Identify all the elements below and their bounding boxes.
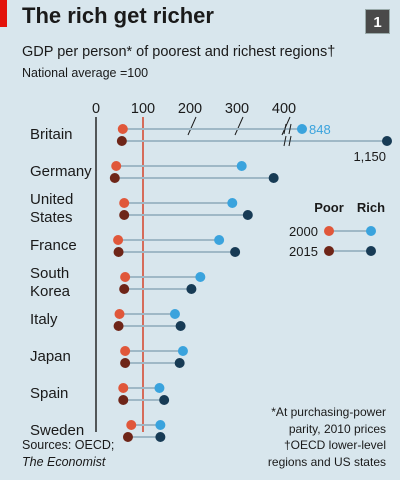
legend-rich-dot-2015: [366, 246, 376, 256]
category-label: Germany: [30, 163, 92, 180]
rich-2015-dot: [155, 432, 166, 442]
x-tick-label: 0: [92, 101, 100, 117]
legend-year-2015: 2015: [289, 244, 318, 259]
category-label: United: [30, 191, 73, 208]
chart-subtitle: GDP per person* of poorest and richest r…: [22, 44, 336, 60]
axis-break-mark: [288, 135, 292, 147]
x-tick-mark: [187, 116, 197, 136]
axis-break-mark: [283, 135, 287, 147]
category-label: Sweden: [30, 422, 84, 439]
accent-bar: [0, 0, 7, 27]
poor-2015-dot: [109, 173, 120, 183]
footnote-line-4: regions and US states: [267, 454, 386, 469]
source-publication: The Economist: [22, 455, 106, 469]
legend-poor-dot-2000: [324, 226, 334, 236]
rich-2000-dot: [227, 198, 238, 208]
poor-2015-dot: [119, 210, 130, 220]
rich-2015-dot: [230, 247, 241, 257]
chart-title: The rich get richer: [22, 3, 214, 28]
x-tick-label: 100: [131, 101, 155, 117]
poor-2000-dot: [120, 272, 131, 282]
poor-2015-dot: [113, 247, 124, 257]
footnote: *At purchasing-power parity, 2010 prices…: [268, 404, 386, 470]
rich-2000-dot: [154, 383, 165, 393]
footnote-line-2: parity, 2010 prices: [288, 421, 386, 436]
rich-2000-dot: [169, 309, 180, 319]
rich-2015-dot: [174, 358, 185, 368]
legend-year-2000: 2000: [289, 224, 318, 239]
footnote-line-3: †OECD lower-level: [283, 438, 386, 452]
rich-2000-dot: [155, 420, 166, 430]
poor-2015-dot: [119, 284, 130, 294]
poor-2015-dot: [118, 395, 129, 405]
legend-poor-dot-2015: [324, 246, 334, 256]
category-label: France: [30, 237, 77, 254]
axis-break-mark: [288, 123, 292, 135]
poor-2000-dot: [113, 235, 124, 245]
chart-number-badge: 1: [365, 9, 390, 34]
x-tick-mark: [234, 116, 244, 136]
footnote-line-1: *At purchasing-power: [271, 405, 386, 419]
rich-2000-dot: [236, 161, 247, 171]
category-label: Korea: [30, 283, 71, 300]
value-label-britain-rich-2015: 1,150: [353, 149, 386, 164]
source-prefix: Sources: OECD;: [22, 438, 115, 452]
poor-2015-dot: [113, 321, 124, 331]
poor-2000-dot: [118, 383, 129, 393]
poor-2000-dot: [111, 161, 122, 171]
poor-2000-dot: [126, 420, 137, 430]
x-tick-label: 300: [225, 101, 249, 117]
rich-2000-dot: [297, 124, 307, 134]
category-label: South: [30, 265, 69, 282]
rich-2000-dot: [195, 272, 206, 282]
category-label: Italy: [30, 311, 58, 328]
poor-2000-dot: [119, 198, 130, 208]
poor-2015-dot: [116, 136, 127, 146]
legend-rich-dot-2000: [366, 226, 376, 236]
legend-poor-label: Poor: [314, 200, 344, 215]
category-label: Spain: [30, 385, 68, 402]
rich-2015-dot: [186, 284, 197, 294]
rich-2015-dot: [382, 136, 392, 146]
poor-2000-dot: [114, 309, 125, 319]
rich-2015-dot: [175, 321, 186, 331]
x-tick-label: 200: [178, 101, 202, 117]
legend-rich-label: Rich: [357, 200, 385, 215]
x-tick-label: 400: [272, 101, 296, 117]
chart-subnote: National average =100: [22, 66, 149, 80]
rich-2015-dot: [242, 210, 253, 220]
poor-2015-dot: [120, 358, 131, 368]
source-note: Sources: OECD; The Economist: [22, 437, 114, 471]
poor-2000-dot: [120, 346, 131, 356]
category-label: Britain: [30, 126, 73, 143]
poor-2015-dot: [122, 432, 133, 442]
rich-2000-dot: [214, 235, 225, 245]
category-label: Japan: [30, 348, 71, 365]
axis-break-mark: [283, 123, 287, 135]
category-label: States: [30, 209, 73, 226]
poor-2000-dot: [117, 124, 128, 134]
value-label-britain-rich-2000: 848: [309, 122, 331, 137]
rich-2015-dot: [159, 395, 170, 405]
rich-2000-dot: [177, 346, 188, 356]
rich-2015-dot: [268, 173, 279, 183]
